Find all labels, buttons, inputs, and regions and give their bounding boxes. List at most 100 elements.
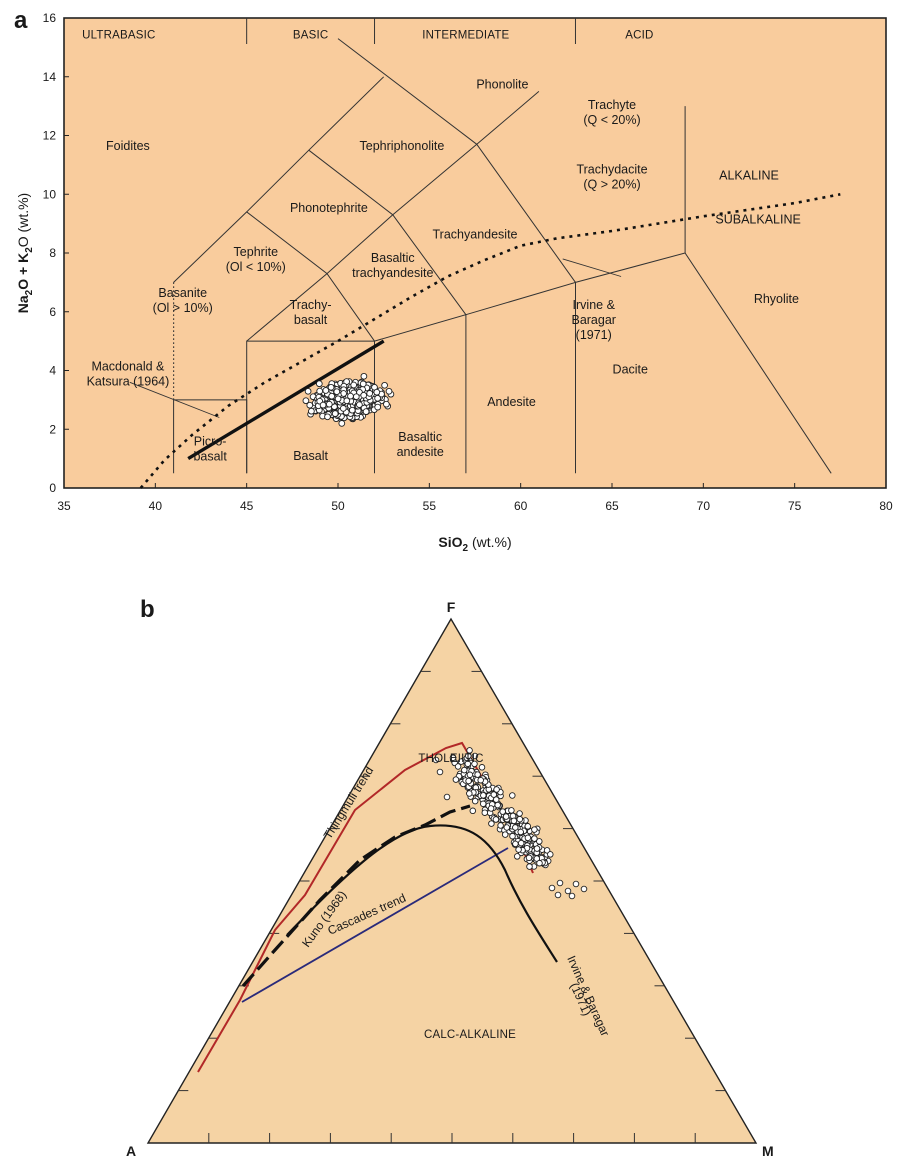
field-label: Basaltic andesite [397, 430, 444, 459]
sample-point [509, 832, 516, 840]
sample-point [536, 859, 543, 867]
field-label: Macdonald & Katsura (1964) [87, 360, 170, 389]
tas-diagram: a Foidites Phonolite Tephriphonolite Phonot… [14, 7, 893, 554]
sample-point [308, 407, 315, 415]
sample-point [333, 388, 341, 396]
sample-point [499, 808, 506, 815]
y-axis-label: Na2O + K2O (wt.%) [15, 193, 35, 313]
silica-class-label: BASIC [293, 30, 329, 42]
sample-point [508, 807, 515, 814]
field-label: Basalt [293, 449, 328, 463]
field-boundary [476, 144, 576, 283]
sample-point [487, 805, 495, 812]
sample-point [306, 401, 314, 409]
sample-point [360, 391, 368, 399]
sample-point [302, 397, 310, 405]
sample-point [580, 885, 588, 893]
sample-point [316, 387, 324, 395]
sample-point [334, 395, 342, 403]
field-label: Dacite [613, 362, 648, 376]
y-tick-label: 8 [49, 246, 56, 260]
sample-point [548, 884, 556, 892]
field-label: Trachyandesite [433, 227, 518, 241]
sample-point [497, 822, 504, 829]
sample-point [478, 764, 486, 771]
cascades-trend-line [241, 847, 509, 1003]
ternary-ticks [178, 670, 726, 1143]
y-tick-label: 0 [49, 481, 56, 495]
x-tick-label: 65 [605, 499, 619, 513]
sample-point [490, 791, 498, 798]
sample-point [331, 410, 339, 417]
sample-point [526, 863, 533, 870]
y-tick-label: 12 [43, 129, 57, 143]
sample-point [319, 401, 327, 409]
sample-point [383, 400, 390, 408]
field-boundary [392, 214, 467, 315]
sample-point [517, 828, 524, 836]
field-label: Tephrite (Ol < 10%) [226, 245, 286, 274]
sample-point [465, 752, 472, 760]
x-tick-label: 75 [788, 499, 802, 513]
kuno-trend-line [241, 804, 471, 988]
sample-point [533, 845, 541, 852]
sample-point [443, 793, 451, 801]
field-label: Basanite (Ol > 10%) [153, 286, 213, 315]
sample-point [547, 851, 554, 858]
sample-point [304, 387, 312, 395]
silica-class-label: ULTRABASIC [82, 30, 155, 42]
sample-point [343, 397, 351, 405]
sample-point [516, 810, 523, 817]
sample-point [515, 846, 522, 853]
sample-point [454, 763, 462, 770]
sample-point [360, 372, 368, 380]
region-label-calc-alkaline: CALC-ALKALINE [424, 1029, 516, 1041]
sample-point [512, 840, 519, 848]
field-label: Phonolite [476, 78, 528, 92]
sample-point [350, 381, 358, 389]
y-tick-label: 10 [43, 187, 57, 201]
label-pointer [129, 381, 220, 418]
x-tick-label: 55 [423, 499, 437, 513]
sample-point [325, 400, 333, 408]
sample-point [352, 393, 360, 401]
sample-point [471, 752, 479, 760]
field-label: Picro-basalt [193, 434, 227, 463]
sample-point [494, 801, 501, 809]
field-label: SUBALKALINE [715, 213, 800, 227]
sample-point [324, 413, 331, 421]
field-label: Trachyte (Q < 20%) [583, 98, 640, 127]
sample-point [477, 776, 484, 784]
vertex-label-f: F [447, 599, 456, 615]
field-label: Trachy-basalt [290, 298, 332, 327]
x-tick-label: 50 [331, 499, 345, 513]
sample-point [359, 380, 367, 388]
field-boundaries [129, 18, 832, 474]
alkaline-subalkaline-divider [139, 193, 841, 489]
sample-point [366, 390, 374, 397]
sample-point [479, 800, 487, 808]
silica-class-label: INTERMEDIATE [422, 30, 509, 42]
sample-point [322, 387, 330, 394]
sample-point [503, 824, 511, 831]
sample-point [512, 824, 519, 831]
sample-point [328, 392, 336, 400]
panel-label-b: b [140, 596, 155, 623]
sample-point [510, 817, 518, 825]
sample-point [471, 797, 479, 805]
silica-class-labels: ULTRABASIC BASIC INTERMEDIATE ACID [82, 30, 653, 42]
rock-field-labels: Foidites Phonolite Tephriphonolite Phonotep… [87, 78, 801, 464]
field-boundary [337, 38, 478, 145]
sample-point [572, 880, 580, 888]
sample-point [564, 887, 572, 895]
label-pointer [562, 258, 622, 277]
x-axis-ticks: 35 40 45 50 55 60 65 70 75 80 [57, 483, 893, 513]
sample-point [464, 760, 472, 768]
afm-diagram: b F A M THOLEIITIC CALC-ALKALINE Thingmu… [126, 596, 774, 1159]
sample-point [492, 816, 500, 823]
sample-point [466, 790, 473, 797]
sample-point [373, 388, 381, 396]
sample-point [432, 756, 440, 764]
irvine-baragar-line [286, 824, 558, 963]
